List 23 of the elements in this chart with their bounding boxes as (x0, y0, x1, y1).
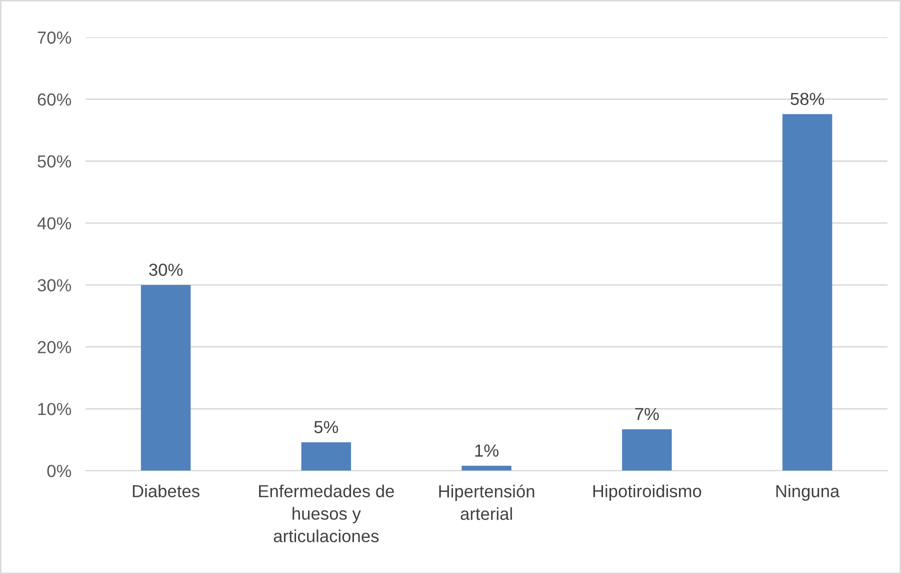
data-label: 7% (635, 408, 659, 420)
x-tick-label: Hipertensión arterial (439, 484, 534, 520)
y-tick-label: 40% (37, 217, 72, 230)
y-tick-label: 60% (38, 93, 72, 106)
y-tick-label: 10% (38, 402, 72, 416)
y-tick-label: 70% (38, 31, 72, 44)
data-label: 30% (149, 264, 183, 276)
bar (782, 114, 832, 471)
x-tick-label: Enfermedades de huesos y articulaciones (259, 484, 394, 542)
bar (301, 442, 352, 471)
y-tick-label: 0% (47, 464, 72, 478)
bar (140, 284, 191, 471)
bar (462, 466, 512, 471)
data-label: 5% (314, 420, 338, 434)
data-label: 58% (790, 92, 824, 106)
x-tick-label: Ninguna (776, 484, 840, 501)
y-tick-label: 50% (38, 155, 72, 168)
y-tick-label: 20% (38, 341, 72, 354)
bar (622, 429, 672, 471)
data-label: 1% (475, 444, 498, 457)
y-tick-label: 30% (38, 279, 72, 292)
x-tick-label: Hipotiroidismo (593, 484, 702, 501)
x-tick-label: Diabetes (132, 484, 200, 498)
